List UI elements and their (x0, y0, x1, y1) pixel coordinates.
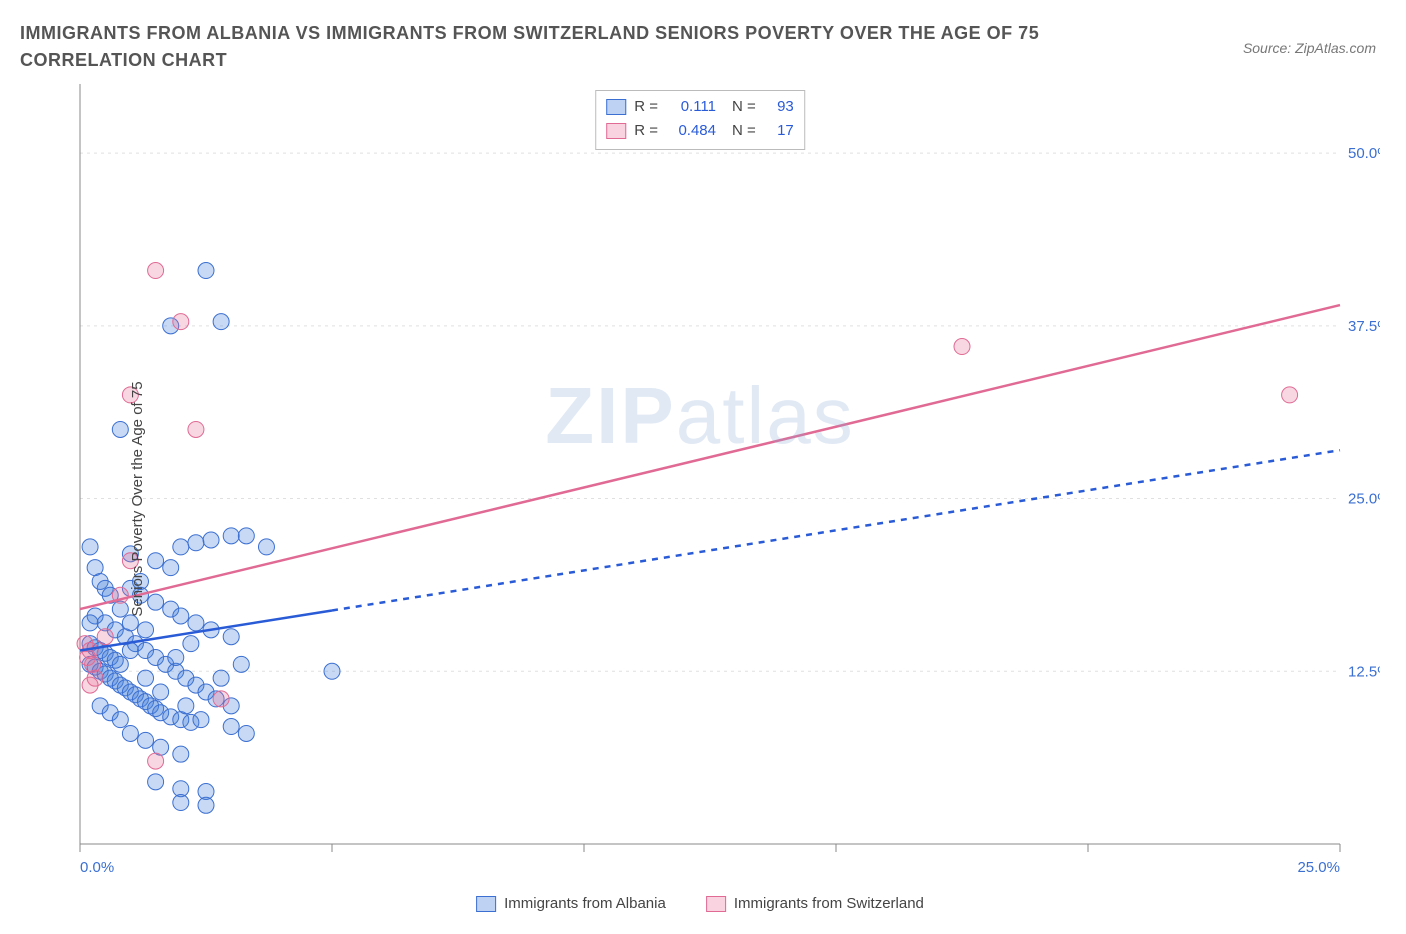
swatch-blue (606, 99, 626, 115)
svg-text:25.0%: 25.0% (1348, 491, 1380, 508)
legend-label-switz: Immigrants from Switzerland (734, 895, 924, 912)
swatch-pink (606, 123, 626, 139)
source-label: Source: ZipAtlas.com (1243, 40, 1376, 56)
chart-container: Seniors Poverty Over the Age of 75 ZIPat… (20, 84, 1380, 914)
stats-legend-box: R = 0.111 N = 93 R = 0.484 N = 17 (595, 90, 805, 150)
svg-text:37.5%: 37.5% (1348, 318, 1380, 335)
scatter-chart: 12.5% 25.0% 37.5% 50.0% 0.0% 25.0% (20, 84, 1380, 914)
r-value-switz: 0.484 (666, 119, 716, 143)
svg-text:25.0%: 25.0% (1297, 859, 1340, 876)
swatch-pink (706, 896, 726, 912)
n-value-albania: 93 (764, 95, 794, 119)
r-label: R = (634, 119, 658, 143)
bottom-legend: Immigrants from Albania Immigrants from … (476, 895, 924, 912)
stats-row-switzerland: R = 0.484 N = 17 (606, 119, 794, 143)
n-label: N = (732, 95, 756, 119)
stats-row-albania: R = 0.111 N = 93 (606, 95, 794, 119)
n-label: N = (732, 119, 756, 143)
source-prefix: Source: (1243, 40, 1295, 56)
svg-text:12.5%: 12.5% (1348, 663, 1380, 680)
legend-label-albania: Immigrants from Albania (504, 895, 666, 912)
n-value-switz: 17 (764, 119, 794, 143)
y-axis-label: Seniors Poverty Over the Age of 75 (129, 381, 146, 616)
source-name: ZipAtlas.com (1295, 40, 1376, 56)
chart-title: IMMIGRANTS FROM ALBANIA VS IMMIGRANTS FR… (20, 20, 1120, 74)
r-value-albania: 0.111 (666, 95, 716, 119)
r-label: R = (634, 95, 658, 119)
svg-text:0.0%: 0.0% (80, 859, 114, 876)
legend-item-albania: Immigrants from Albania (476, 895, 666, 912)
swatch-blue (476, 896, 496, 912)
svg-text:50.0%: 50.0% (1348, 145, 1380, 162)
legend-item-switzerland: Immigrants from Switzerland (706, 895, 924, 912)
